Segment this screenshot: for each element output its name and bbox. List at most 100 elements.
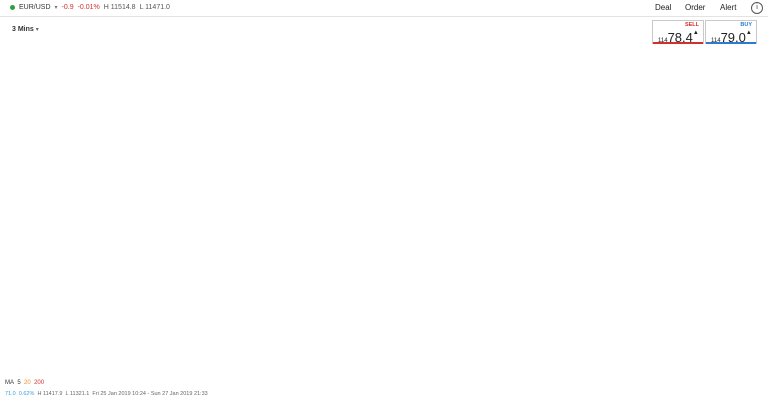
candle [234, 245, 236, 247]
candle [284, 177, 286, 178]
candle [169, 252, 171, 257]
candle [546, 76, 549, 80]
down-arrow-marker [214, 233, 227, 248]
candle [278, 189, 280, 191]
candle [36, 277, 39, 279]
sell-price: 11478.4▲ [658, 30, 699, 45]
candle [248, 230, 251, 233]
candle [295, 162, 298, 165]
candle [419, 84, 422, 88]
down-arrow-marker [261, 181, 274, 196]
candle [629, 63, 631, 70]
candle [142, 252, 145, 255]
candle [192, 257, 195, 259]
candle [481, 80, 484, 88]
candle [133, 246, 136, 251]
candle [204, 268, 207, 270]
candle [714, 73, 717, 74]
candle [637, 62, 640, 67]
candle [351, 72, 354, 80]
candle [24, 281, 27, 283]
candle [313, 151, 316, 158]
candle [80, 245, 83, 253]
candle [331, 123, 333, 126]
candle [667, 62, 670, 63]
candle [163, 253, 165, 257]
candle [195, 257, 198, 264]
candle [381, 87, 384, 93]
candle [449, 86, 451, 88]
timeframe-selector[interactable]: 3 Mins ▾ [12, 26, 39, 33]
candle [15, 287, 18, 290]
candle [45, 279, 48, 283]
deal-button[interactable]: Deal [655, 3, 672, 12]
candle [549, 75, 552, 80]
candle [346, 79, 348, 90]
candle [593, 74, 596, 78]
price-change: -0.9 [61, 4, 74, 11]
candle [275, 190, 277, 194]
candle [564, 74, 566, 77]
candle [189, 256, 192, 259]
instrument-summary[interactable]: EUR/USD ▾ -0.9 -0.01% H 11514.8 L 11471.… [10, 4, 170, 11]
candle [514, 77, 516, 80]
candle [316, 150, 319, 152]
buy-price-box[interactable]: BUY 11479.0▲ [705, 20, 757, 45]
info-icon[interactable]: i [751, 2, 763, 14]
candle [499, 78, 501, 84]
candle [413, 83, 416, 88]
candle [437, 86, 440, 89]
candle [555, 75, 557, 79]
candle [183, 253, 186, 255]
session-high: H 11514.8 [103, 4, 136, 11]
candle [257, 213, 260, 218]
moving-average-200-line [1, 106, 737, 335]
candle [455, 85, 457, 89]
candle [7, 291, 9, 295]
candle [708, 76, 711, 78]
candle [496, 81, 499, 84]
y-tick-label: 11360.0 [742, 210, 767, 217]
candle [396, 85, 398, 90]
y-tick-label: 11340.0 [742, 268, 767, 275]
candle [431, 84, 434, 88]
sell-price-box[interactable]: SELL 11478.4▲ [652, 20, 704, 45]
candle [366, 82, 369, 88]
candle [525, 74, 528, 78]
candle [402, 84, 404, 88]
candle [587, 74, 590, 79]
candle [357, 78, 360, 84]
ma-label: MA [5, 380, 14, 386]
candle [452, 85, 454, 87]
candle [42, 279, 45, 283]
order-button[interactable]: Order [685, 3, 706, 12]
candle [475, 83, 478, 85]
candle [328, 125, 331, 139]
candle [113, 246, 115, 248]
chevron-down-icon[interactable]: ▾ [54, 5, 58, 11]
candle [122, 245, 124, 247]
candle [472, 80, 475, 84]
candle [407, 85, 410, 90]
candle [21, 281, 24, 290]
candle [484, 80, 487, 83]
candle [623, 66, 625, 72]
indicator-legend[interactable]: MA 5 20 200 [5, 380, 44, 386]
candle [89, 246, 92, 249]
candle [673, 61, 675, 64]
last-price-label: 11405.0 [742, 84, 767, 91]
y-tick-label: 11300.0 [742, 384, 767, 391]
candle [228, 248, 230, 250]
candle [39, 277, 42, 283]
candle [378, 87, 381, 91]
alert-button[interactable]: Alert [720, 3, 737, 12]
candle [254, 217, 257, 225]
candle [101, 242, 104, 247]
candle [643, 64, 646, 68]
candle [425, 82, 428, 84]
candle [632, 63, 634, 66]
candle [584, 74, 587, 80]
candle [434, 86, 437, 88]
candle [30, 283, 33, 284]
